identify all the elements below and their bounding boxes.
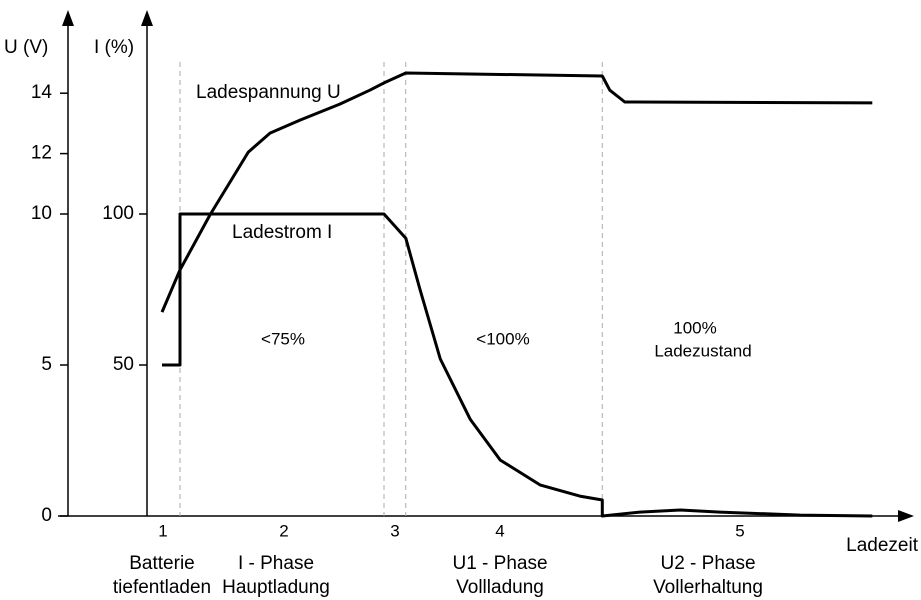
annotation: <100% (476, 329, 529, 348)
y2-tick-label: 50 (113, 354, 134, 375)
annotation: 100% (673, 318, 716, 337)
x-axis-label: Ladezeit (846, 535, 919, 556)
y-tick-label: 14 (31, 82, 53, 103)
phase-label: I - Phase (238, 553, 314, 574)
i-axis-arrow (141, 10, 153, 26)
phase-number: 2 (279, 521, 288, 540)
phase-label: Hauptladung (222, 577, 330, 598)
y2-tick-label: 100 (102, 203, 134, 224)
series-line (160, 71, 873, 313)
y-tick-label: 10 (31, 203, 52, 224)
phase-label: tiefentladen (113, 577, 211, 598)
series-label: Ladespannung U (196, 82, 341, 103)
i-axis-label: I (%) (94, 37, 134, 58)
phase-label: U1 - Phase (452, 553, 547, 574)
phase-label: Vollladung (456, 577, 544, 598)
y-tick-label: 0 (41, 505, 52, 526)
phase-number: 1 (158, 521, 167, 540)
phase-label: Vollerhaltung (653, 577, 763, 598)
phase-number: 3 (390, 521, 399, 540)
phase-number: 5 (735, 521, 744, 540)
phase-label: Batterie (129, 553, 194, 574)
y-tick-label: 5 (41, 354, 52, 375)
u-axis-label: U (V) (4, 37, 48, 58)
annotation: Ladezustand (654, 341, 751, 360)
series-label: Ladestrom I (232, 222, 332, 243)
phase-label: U2 - Phase (660, 553, 755, 574)
axes (58, 22, 902, 517)
u-axis-arrow (62, 10, 74, 26)
phase-number: 4 (495, 521, 504, 540)
y-tick-label: 12 (31, 143, 52, 164)
x-axis-arrow (898, 510, 914, 522)
annotation: <75% (261, 329, 305, 348)
series-line (162, 212, 873, 518)
